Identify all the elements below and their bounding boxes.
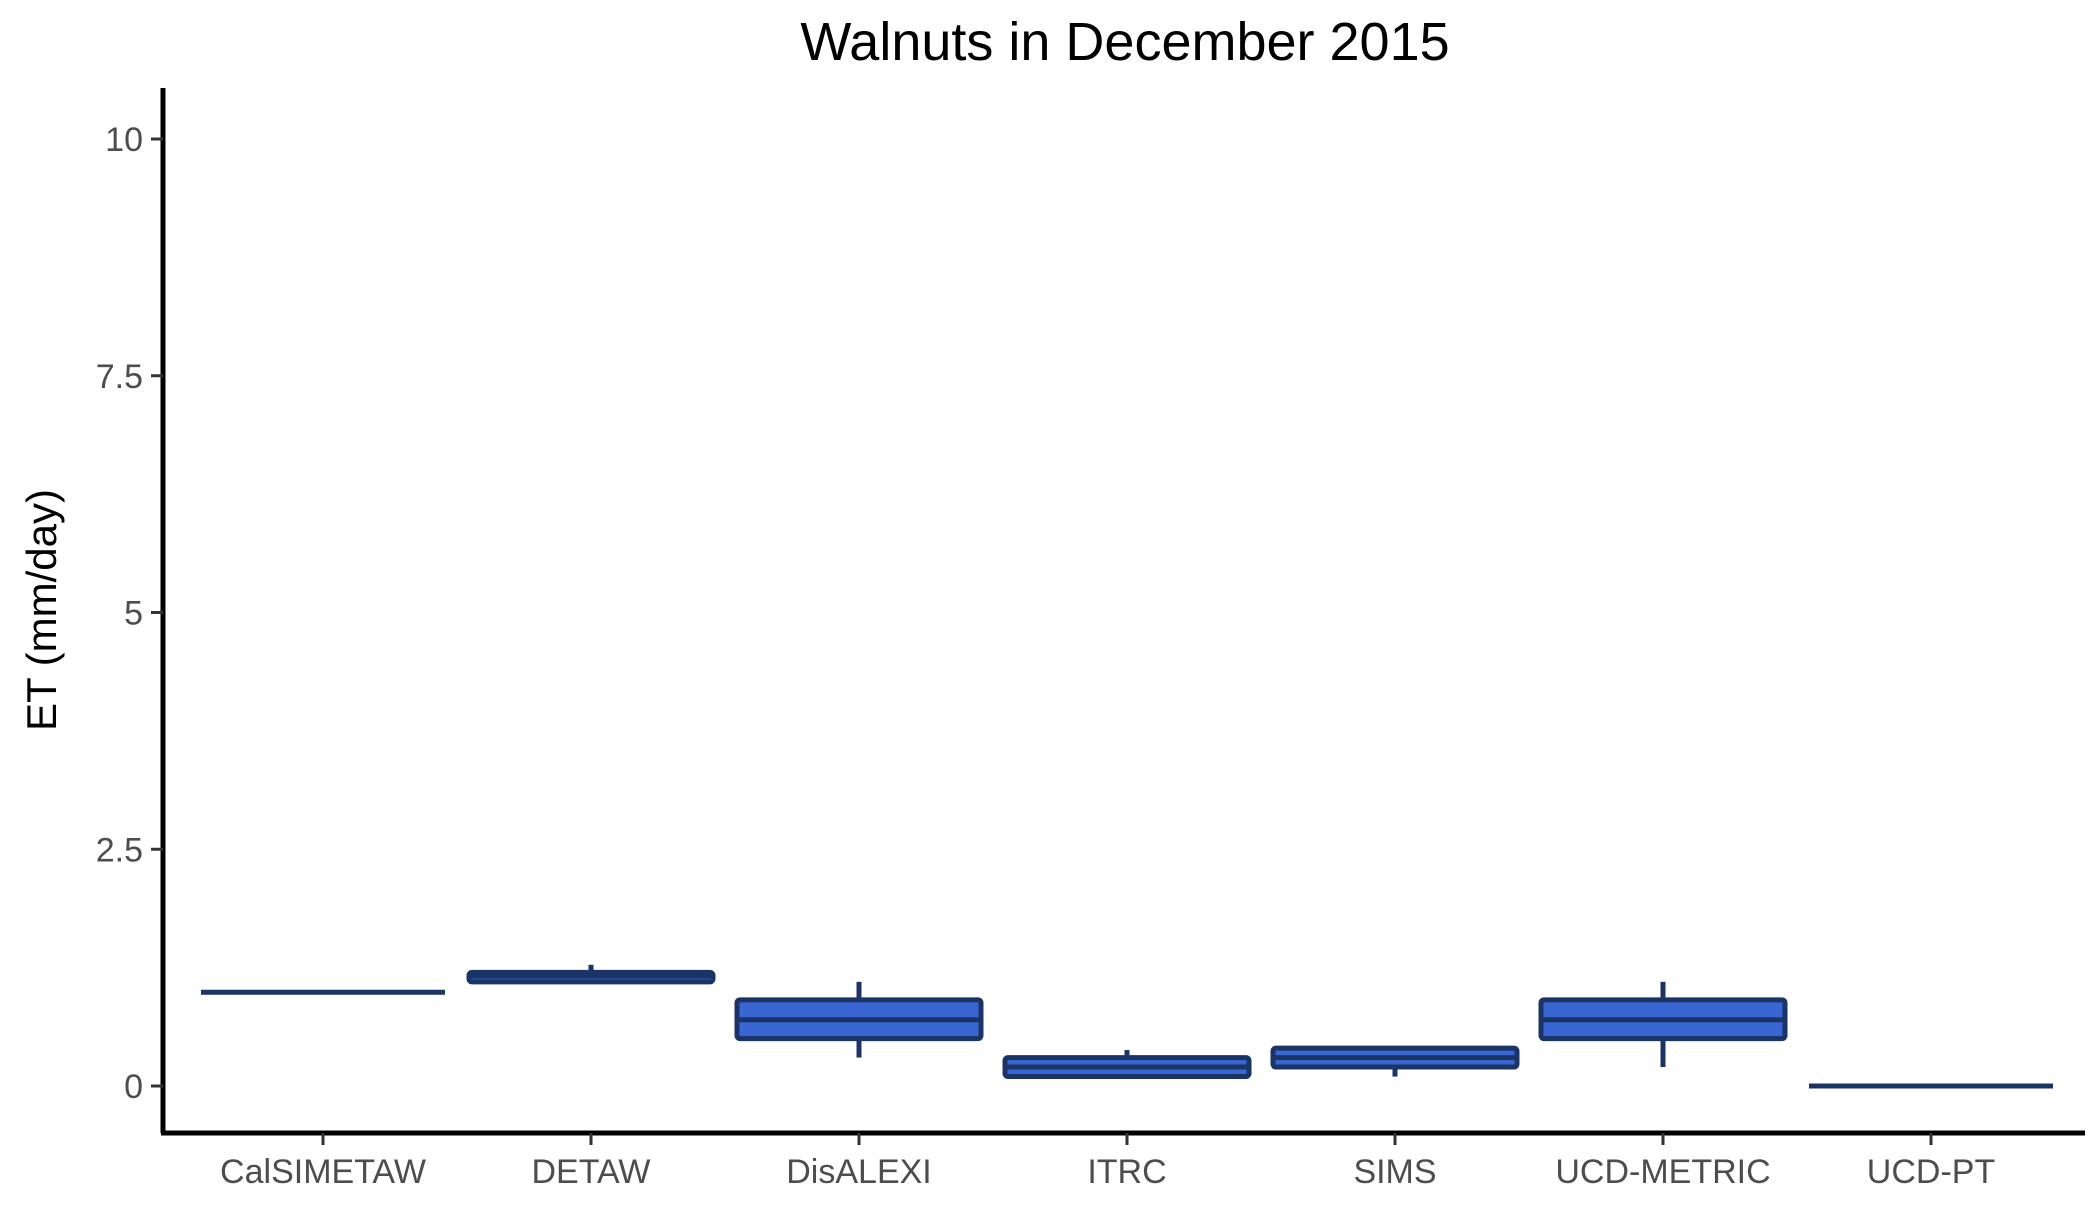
plot-area: 0 2.5 5 7.5 10 CalSIMETAW DETAW DisALEXI ITRC SIM… xyxy=(96,88,2085,1191)
y-tick-label: 10 xyxy=(105,121,143,159)
box-sims xyxy=(1270,1045,1520,1077)
box-disalexi xyxy=(734,981,984,1058)
x-tick-label: CalSIMETAW xyxy=(220,1153,426,1191)
box-ucd-metric xyxy=(1538,981,1788,1068)
y-tick-label: 0 xyxy=(124,1068,143,1106)
box-itrc xyxy=(1002,1050,1252,1080)
x-tick-label: DETAW xyxy=(532,1153,651,1191)
x-tick-label: ITRC xyxy=(1087,1153,1166,1191)
x-tick-label: DisALEXI xyxy=(786,1153,932,1191)
y-axis-title: ET (mm/day) xyxy=(18,489,65,731)
box-detaw xyxy=(466,964,716,985)
y-tick-label: 5 xyxy=(124,595,143,633)
y-tick-label: 2.5 xyxy=(96,831,143,869)
y-tick-label: 7.5 xyxy=(96,358,143,396)
chart-title: Walnuts in December 2015 xyxy=(800,12,1449,72)
x-tick-label: UCD-PT xyxy=(1867,1153,1995,1191)
x-tick-label: SIMS xyxy=(1353,1153,1436,1191)
x-tick-label: UCD-METRIC xyxy=(1555,1153,1770,1191)
